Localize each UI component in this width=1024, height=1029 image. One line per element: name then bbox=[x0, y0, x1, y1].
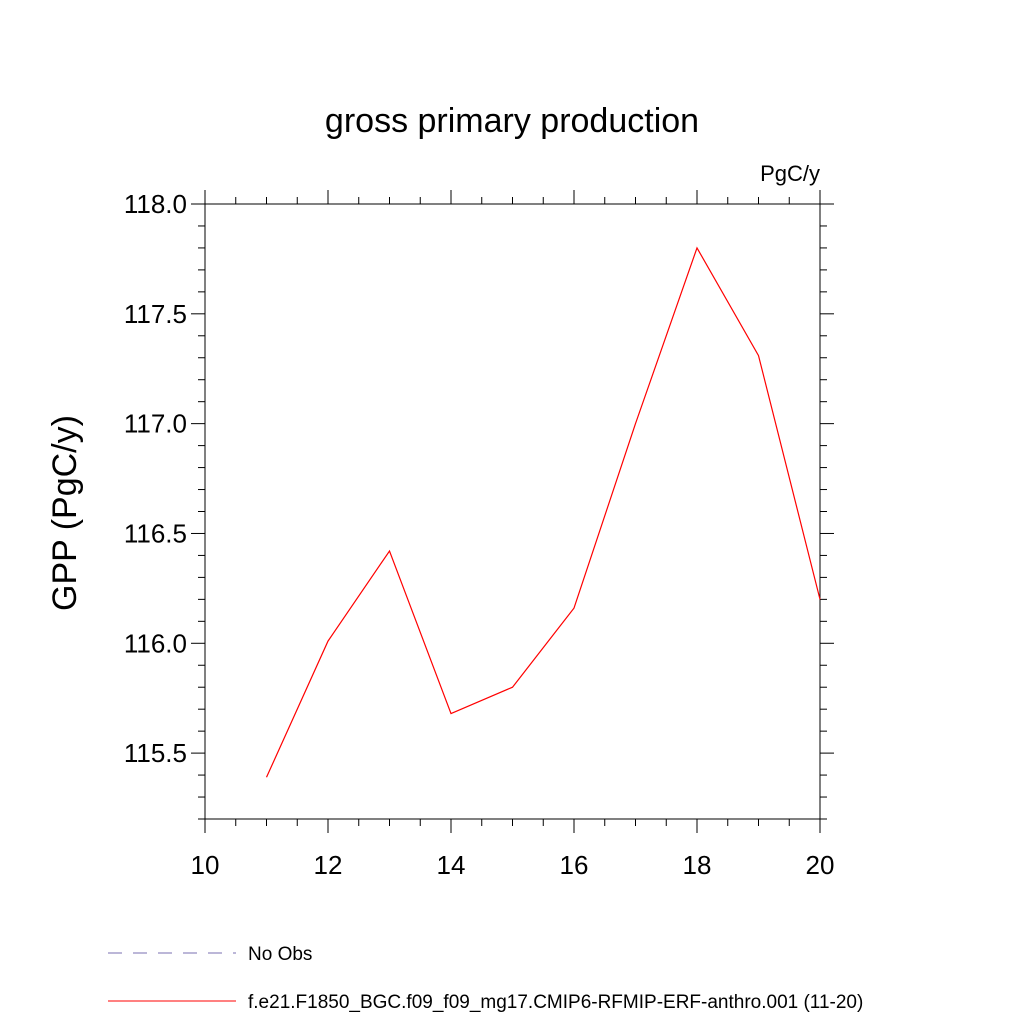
y-tick-label: 116.5 bbox=[124, 518, 187, 548]
y-axis-label: GPP (PgC/y) bbox=[46, 415, 84, 611]
y-tick-label: 116.0 bbox=[124, 628, 187, 658]
y-tick-label: 117.0 bbox=[124, 409, 187, 439]
legend-label: No Obs bbox=[248, 944, 312, 965]
plot-frame bbox=[204, 203, 821, 820]
x-tick-label: 12 bbox=[314, 850, 343, 880]
legend-label: f.e21.F1850_BGC.f09_f09_mg17.CMIP6-RFMIP… bbox=[248, 992, 863, 1013]
chart-title: gross primary production bbox=[325, 102, 699, 140]
units-label: PgC/y bbox=[760, 161, 820, 186]
x-tick-label: 14 bbox=[437, 850, 466, 880]
x-tick-label: 20 bbox=[806, 850, 835, 880]
y-tick-label: 115.5 bbox=[124, 738, 187, 768]
x-tick-label: 16 bbox=[560, 850, 589, 880]
legend: No Obs f.e21.F1850_BGC.f09_f09_mg17.CMIP6… bbox=[108, 944, 863, 1013]
y-tick-label: 117.5 bbox=[124, 299, 187, 329]
series-layer bbox=[265, 246, 821, 778]
x-tick-label: 18 bbox=[683, 850, 712, 880]
axes: 10 12 14 16 18 20 115.5 116.0 116.5 117.0 117.5 118… bbox=[124, 189, 835, 880]
y-tick-label: 118.0 bbox=[124, 189, 187, 219]
x-tick-label: 10 bbox=[191, 850, 220, 880]
series-line bbox=[265, 246, 821, 778]
